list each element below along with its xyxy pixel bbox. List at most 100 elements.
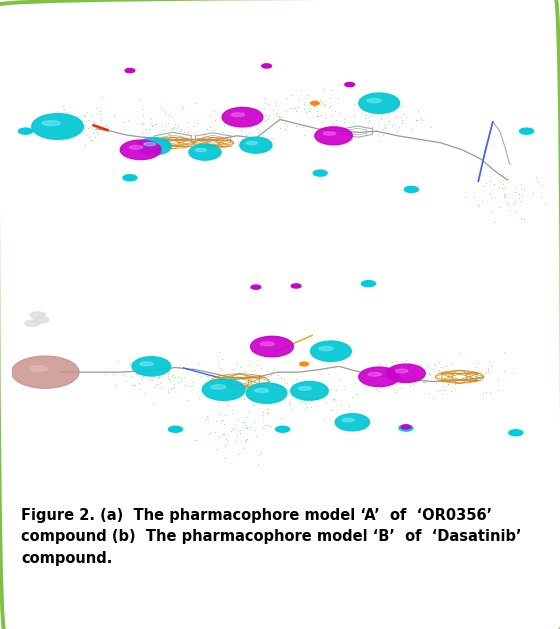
Point [366,104,375,114]
Point [174,123,183,133]
Point [332,385,341,395]
Point [399,370,408,380]
Point [153,371,162,381]
Point [463,374,472,384]
Point [405,359,414,369]
Point [220,112,228,122]
Point [454,348,463,359]
Point [251,430,260,440]
Point [516,196,525,206]
Point [334,375,343,385]
Point [188,381,197,391]
Point [368,122,377,132]
Point [101,120,110,130]
Point [110,380,119,390]
Point [500,192,509,202]
Point [214,379,223,389]
Point [242,389,251,399]
Point [137,374,146,384]
Point [470,371,479,381]
Point [260,420,269,430]
Point [320,113,329,123]
Point [158,138,167,148]
Point [487,361,496,371]
Point [259,413,268,423]
Point [293,380,302,390]
Point [489,179,498,189]
Point [402,359,410,369]
Point [435,367,444,377]
Point [68,117,77,127]
Point [415,374,424,384]
Point [235,374,244,384]
Point [431,365,440,376]
Point [404,375,413,385]
Point [482,387,491,398]
Point [319,99,328,109]
Ellipse shape [195,148,207,152]
Point [204,131,213,141]
Point [166,382,175,392]
Point [396,375,405,385]
Point [500,347,508,357]
Point [424,362,433,372]
Point [276,381,284,391]
Point [208,370,217,381]
Point [390,384,399,394]
Point [447,386,456,396]
Point [334,93,343,103]
Circle shape [125,69,135,73]
Point [177,372,186,382]
Point [397,131,406,142]
Point [250,425,259,435]
Circle shape [123,175,137,181]
Point [263,371,272,381]
Point [261,110,270,120]
Point [167,112,176,122]
Point [375,136,384,147]
Point [69,121,78,131]
Point [387,357,396,367]
Point [243,433,252,443]
Point [212,416,221,426]
Point [119,117,128,127]
Point [411,375,420,385]
Point [498,182,507,192]
Point [70,125,79,135]
Point [409,360,418,370]
Point [347,127,356,137]
Point [372,368,381,378]
Point [209,106,218,116]
Point [453,367,462,377]
Ellipse shape [11,356,79,388]
Point [206,122,215,132]
Point [91,121,100,131]
Point [152,135,161,145]
Point [418,377,427,387]
Point [325,102,334,112]
Point [192,435,201,445]
Point [281,118,290,128]
Point [295,120,304,130]
Point [237,113,246,123]
Point [472,371,480,381]
Point [53,129,62,139]
Point [388,102,397,112]
Point [170,383,179,393]
Point [178,104,186,114]
Point [396,373,405,383]
Point [413,115,422,125]
Point [35,130,44,140]
Point [193,118,202,128]
Point [379,130,388,140]
Point [167,124,176,134]
Point [312,381,321,391]
Ellipse shape [250,337,293,357]
Point [259,116,268,126]
Point [163,372,172,382]
Point [404,372,413,382]
Point [300,404,309,414]
Ellipse shape [395,369,408,373]
Point [78,123,87,133]
Point [113,355,122,365]
